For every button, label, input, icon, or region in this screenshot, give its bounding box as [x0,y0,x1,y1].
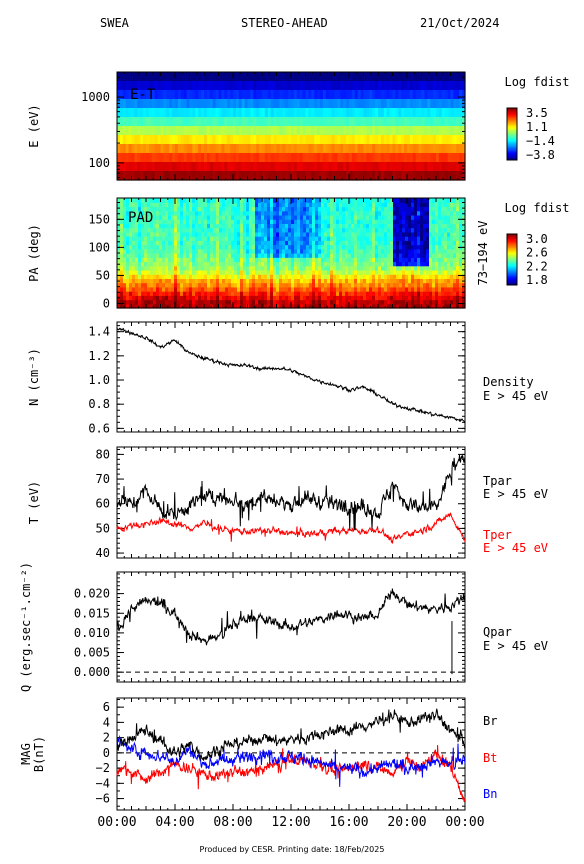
mag-ytick-label: −4 [96,776,110,790]
mag-ytick-label: 0 [103,746,110,760]
pad-colorbar-label: 2.2 [526,259,548,273]
et-ytick-label: 100 [88,156,110,170]
heatflux-ytick-label: 0.005 [74,646,110,660]
et-ylabel: E (eV) [27,104,41,147]
density-ytick-label: 0.8 [88,397,110,411]
qpar-legend-sublabel: E > 45 eV [483,639,548,653]
pad-panel-label: PAD [128,210,153,226]
mag-series-bn [116,734,466,787]
density-ytick-label: 1.0 [88,373,110,387]
et-colorbar [506,107,518,161]
et-colorbar-label: −3.8 [526,148,555,162]
temperature-panel-frame [116,446,466,559]
temperature-ytick-label: 80 [96,447,110,461]
xaxis-tick-label: 20:00 [387,815,426,830]
pad-heatmap [117,198,466,309]
heatflux-ytick-label: 0.020 [74,587,110,601]
mag-ylabel: MAG [19,743,33,765]
mag-ytick-label: −2 [96,761,110,775]
et-colorbar-label: 1.1 [526,120,548,134]
tper-legend-name: Tper [483,528,512,542]
pad-colorbar-label: 1.8 [526,273,548,287]
pad-colorbar-label: 2.6 [526,246,548,260]
density-ytick-label: 1.2 [88,349,110,363]
heatflux-ytick-label: 0.015 [74,606,110,620]
mag-ytick-label: 4 [103,715,110,729]
et-colorbar-label: −1.4 [526,134,555,148]
xaxis-tick-label: 16:00 [329,815,368,830]
heatflux-series-qpar [116,588,466,646]
pad-energy-range-label: 73−194 eV [476,220,490,285]
header-instrument: SWEA [100,16,129,30]
qpar-legend-name: Qpar [483,625,512,639]
et-ytick-label: 1000 [81,90,110,104]
density-series-sublabel: E > 45 eV [483,389,548,403]
header-date: 21/Oct/2024 [420,16,500,30]
pad-colorbar [506,233,518,286]
mag-ytick-label: 6 [103,700,110,714]
pad-colorbar-title: Log fdist [504,201,569,215]
xaxis-tick-label: 12:00 [271,815,310,830]
xaxis-tick-label: 00:00 [97,815,136,830]
temperature-ylabel: T (eV) [27,481,41,524]
temperature-ytick-label: 50 [96,521,110,535]
pad-ytick-label: 50 [96,268,110,282]
density-series-density [116,327,466,424]
et-panel-label: E-T [130,87,156,103]
mag-legend-br: Br [483,714,497,728]
density-ytick-label: 1.4 [88,325,110,339]
temperature-ytick-label: 40 [96,546,110,560]
xaxis-tick-label: 00:00 [445,815,484,830]
pad-colorbar-label: 3.0 [526,232,548,246]
xaxis-tick-label: 04:00 [155,815,194,830]
et-colorbar-label: 3.5 [526,106,548,120]
density-series-name: Density [483,375,534,389]
temperature-series-tper [116,511,466,544]
xaxis-tick-label: 08:00 [213,815,252,830]
mag-ylabel-units: B(nT) [32,736,46,772]
density-ylabel: N (cm⁻³) [27,348,41,406]
footer-credit: Produced by CESR. Printing date: 18/Feb/… [199,845,385,854]
et-colorbar-title: Log fdist [504,75,569,89]
temperature-series-tpar [116,454,466,531]
tper-legend-sublabel: E > 45 eV [483,541,548,555]
mag-ytick-label: 2 [103,731,110,745]
tpar-legend-sublabel: E > 45 eV [483,487,548,501]
heatflux-ytick-label: 0.010 [74,626,110,640]
pad-ytick-label: 150 [88,212,110,226]
pad-ytick-label: 0 [103,297,110,311]
temperature-ytick-label: 70 [96,472,110,486]
et-heatmap [117,72,466,181]
temperature-ytick-label: 60 [96,497,110,511]
heatflux-ylabel: Q (erg.sec⁻¹.cm⁻²) [19,562,33,692]
density-ytick-label: 0.6 [88,421,110,435]
mag-legend-bt: Bt [483,751,497,765]
mag-series-br [116,708,466,761]
tpar-legend-name: Tpar [483,474,512,488]
mag-legend-bn: Bn [483,787,497,801]
density-panel-frame [116,321,466,433]
heatflux-ytick-label: 0.000 [74,665,110,679]
pad-ylabel: PA (deg) [27,224,41,282]
pad-ytick-label: 100 [88,240,110,254]
header-spacecraft: STEREO-AHEAD [241,16,328,30]
mag-ytick-label: −6 [96,792,110,806]
